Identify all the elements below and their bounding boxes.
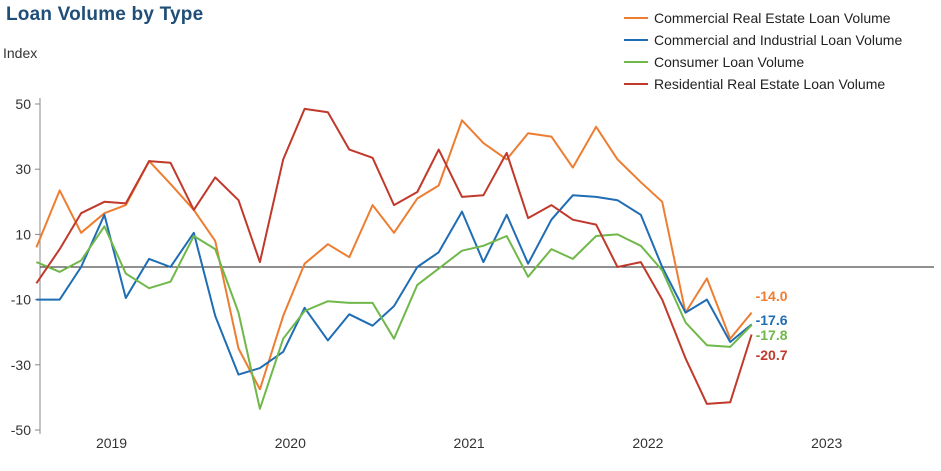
x-tick-label: 2019 <box>96 435 127 451</box>
series-line-4 <box>35 107 753 405</box>
y-tick-label: 30 <box>15 161 31 177</box>
x-tick-label: 2023 <box>811 435 842 451</box>
y-tick-label: -10 <box>11 292 31 308</box>
x-tick-label: 2022 <box>632 435 663 451</box>
y-tick-label: 10 <box>15 226 31 242</box>
x-tick-label: 2021 <box>454 435 485 451</box>
series-line-3 <box>36 225 753 410</box>
x-tick-label: 2020 <box>275 435 306 451</box>
axes-layer: Index 50 30 10 -10 -30 -50 2019 2020 2021 2022 2023 <box>3 45 934 451</box>
y-axis-label: Index <box>3 45 37 61</box>
y-tick-label: -30 <box>11 357 31 373</box>
end-labels: -14.0 -17.6-17.8 -20.7 <box>756 288 788 363</box>
y-tick-label: -50 <box>11 422 31 438</box>
legend-label-2: Commercial and Industrial Loan Volume <box>654 32 902 48</box>
series-lines <box>35 107 753 410</box>
series-line-2 <box>36 194 753 376</box>
y-tick-label: 50 <box>15 96 31 112</box>
legend-label-3: Consumer Loan Volume <box>654 54 804 70</box>
end-value-label-1: -14.0 <box>756 288 788 304</box>
legend-label-4: Residential Real Estate Loan Volume <box>654 76 885 92</box>
end-value-label-2: -17.6 <box>756 312 788 328</box>
series-line-1 <box>35 119 753 391</box>
chart-title: Loan Volume by Type <box>6 4 204 25</box>
end-value-label-3: -17.8 <box>756 327 788 343</box>
end-value-label-4: -20.7 <box>756 347 788 363</box>
legend-label-1: Commercial Real Estate Loan Volume <box>654 10 891 26</box>
legend: Commercial Real Estate Loan Volume Commer… <box>624 10 902 92</box>
